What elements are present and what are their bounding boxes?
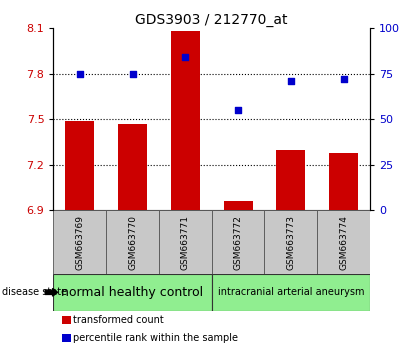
Point bbox=[129, 71, 136, 77]
Text: GSM663773: GSM663773 bbox=[286, 215, 295, 270]
Text: transformed count: transformed count bbox=[73, 315, 164, 325]
Bar bbox=[106, 210, 159, 274]
Bar bbox=[65, 121, 94, 210]
Bar bbox=[212, 210, 264, 274]
Text: GSM663771: GSM663771 bbox=[181, 215, 190, 270]
Text: GSM663774: GSM663774 bbox=[339, 215, 348, 270]
Bar bbox=[264, 210, 317, 274]
Text: GSM663769: GSM663769 bbox=[75, 215, 84, 270]
Bar bbox=[224, 201, 252, 210]
Bar bbox=[317, 210, 370, 274]
Point bbox=[235, 107, 241, 113]
Text: percentile rank within the sample: percentile rank within the sample bbox=[73, 333, 238, 343]
Bar bbox=[329, 153, 358, 210]
Point bbox=[287, 78, 294, 84]
Bar bbox=[276, 150, 305, 210]
Text: intracranial arterial aneurysm: intracranial arterial aneurysm bbox=[217, 287, 364, 297]
Point bbox=[182, 55, 189, 60]
Bar bbox=[212, 274, 370, 310]
Text: GSM663772: GSM663772 bbox=[233, 215, 242, 270]
Point bbox=[76, 71, 83, 77]
Bar bbox=[159, 210, 212, 274]
Bar bbox=[171, 32, 200, 210]
Bar bbox=[53, 210, 106, 274]
Text: GSM663770: GSM663770 bbox=[128, 215, 137, 270]
Text: disease state: disease state bbox=[2, 287, 67, 297]
Bar bbox=[53, 274, 212, 310]
Text: normal healthy control: normal healthy control bbox=[62, 286, 203, 299]
Bar bbox=[118, 124, 147, 210]
Point bbox=[340, 76, 347, 82]
Title: GDS3903 / 212770_at: GDS3903 / 212770_at bbox=[135, 13, 288, 27]
